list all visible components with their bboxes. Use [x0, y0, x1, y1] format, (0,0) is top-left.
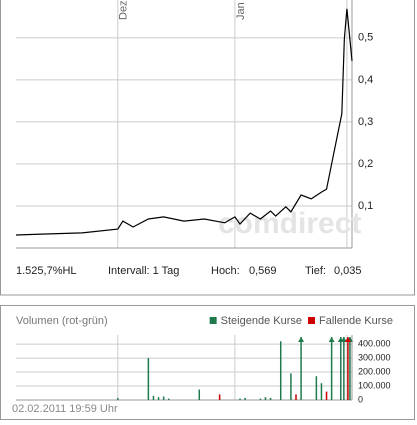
y-tick-label: 200.000 — [358, 366, 391, 376]
volume-title: Volumen (rot-grün) — [16, 315, 108, 327]
y-tick-label: 0,3 — [358, 116, 373, 128]
info-high-label: Hoch: — [211, 265, 240, 277]
info-low: 0,035 — [334, 265, 362, 277]
y-tick-label: 400.000 — [358, 338, 391, 348]
overflow-arrow — [344, 337, 351, 342]
y-tick-label: 0 — [358, 394, 363, 404]
info-interval: Intervall: 1 Tag — [108, 265, 179, 277]
y-tick-label: 0,2 — [358, 158, 373, 170]
info-low-label: Tief: — [305, 265, 326, 277]
legend-label: Fallende Kurse — [319, 315, 393, 327]
y-tick-label: 0,4 — [358, 74, 373, 86]
legend-swatch — [209, 317, 217, 324]
price-line — [15, 8, 353, 236]
y-tick-label: 0,1 — [358, 200, 373, 212]
y-tick-label: 0,5 — [358, 32, 373, 44]
volume-panel — [0, 305, 415, 420]
x-tick-label: Jan — [235, 2, 247, 20]
info-high: 0,569 — [249, 265, 277, 277]
y-tick-label: 100.000 — [358, 380, 391, 390]
overflow-arrow — [298, 337, 305, 342]
y-tick-label: 300.000 — [358, 352, 391, 362]
price-panel — [0, 0, 415, 296]
overflow-arrow — [328, 337, 335, 342]
legend-swatch — [308, 317, 315, 324]
timestamp: 02.02.2011 19:59 Uhr — [12, 403, 118, 415]
legend-label: Steigende Kurse — [221, 315, 302, 327]
watermark: comdirect — [218, 207, 361, 240]
info-change: 1.525,7%HL — [16, 265, 77, 277]
overflow-arrow — [340, 337, 347, 342]
x-tick-label: Dez — [118, 0, 130, 20]
